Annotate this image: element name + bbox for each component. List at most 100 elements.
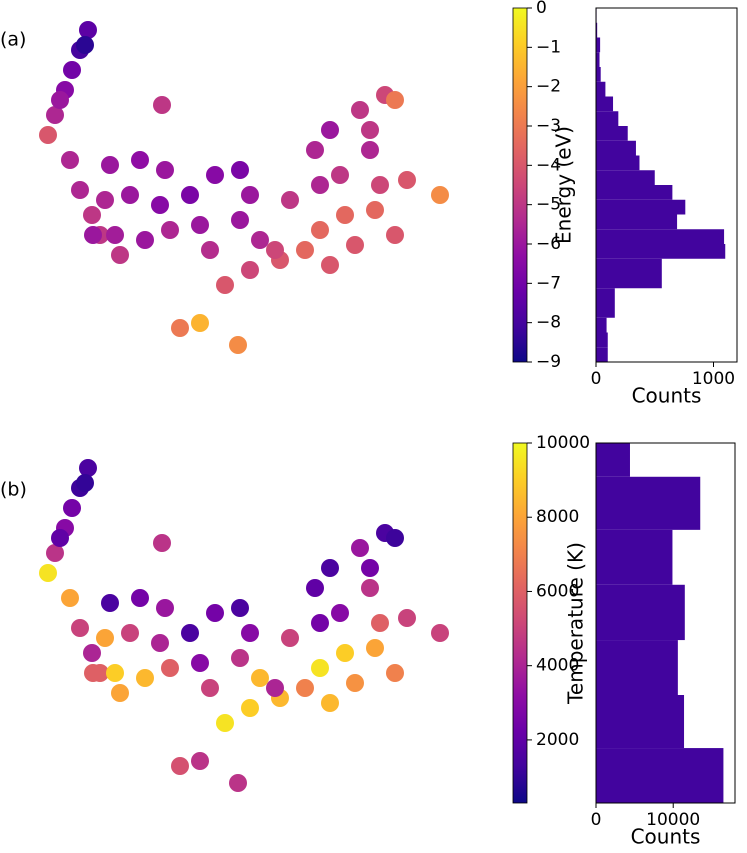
histogram-bar (596, 185, 673, 200)
colorbar-tick-label: −6 (536, 234, 561, 254)
scatter-point (136, 669, 154, 687)
scatter-point (311, 659, 329, 677)
scatter-point (106, 664, 124, 682)
scatter-point (111, 684, 129, 702)
scatter-point (156, 161, 174, 179)
scatter-point (321, 559, 339, 577)
histogram-bar (596, 476, 701, 530)
scatter-point (131, 589, 149, 607)
histogram-bar (596, 748, 724, 803)
histogram-bar (596, 443, 630, 477)
histogram-bar (596, 170, 655, 185)
scatter-point (241, 186, 259, 204)
scatter-point (96, 191, 114, 209)
scatter-point (84, 226, 102, 244)
histogram-bar (596, 96, 614, 112)
scatter-point (191, 216, 209, 234)
scatter-points (39, 459, 449, 792)
scatter-point (251, 231, 269, 249)
colorbar-tick-label: 0 (536, 0, 547, 18)
scatter-point (231, 649, 249, 667)
histogram-bar (596, 214, 678, 230)
scatter-point (346, 236, 364, 254)
scatter-point (106, 226, 124, 244)
histogram-bar (596, 81, 606, 97)
scatter-point (161, 221, 179, 239)
scatter-point (321, 694, 339, 712)
scatter-point (336, 644, 354, 662)
scatter-point (101, 156, 119, 174)
scatter-point (79, 21, 97, 39)
scatter-point (76, 36, 94, 54)
scatter-point (371, 176, 389, 194)
colorbar-tick-label: −2 (536, 77, 561, 97)
scatter-point (161, 659, 179, 677)
panel-label: (a) (0, 29, 26, 51)
x-tick-label: 1000 (692, 369, 735, 389)
x-axis-label: Counts (631, 825, 701, 849)
x-tick-label: 0 (591, 810, 602, 830)
scatter-point (101, 594, 119, 612)
scatter-point (336, 206, 354, 224)
histogram-bar (596, 37, 601, 53)
colorbar-tick-label: 10000 (536, 433, 590, 453)
scatter-point (61, 151, 79, 169)
scatter-point (46, 544, 64, 562)
scatter-point (231, 599, 249, 617)
scatter-point (136, 231, 154, 249)
scatter-point (361, 579, 379, 597)
colorbar-label: Temperature (K) (564, 542, 588, 705)
histogram-bar (596, 584, 685, 641)
scatter-point (153, 96, 171, 114)
histogram-bar (596, 258, 662, 274)
histogram-bar (596, 52, 600, 67)
scatter-point (71, 619, 89, 637)
scatter-point (386, 91, 404, 109)
colorbar-tick-label: −3 (536, 116, 561, 136)
x-axis-label: Counts (632, 384, 702, 408)
scatter-point (266, 679, 284, 697)
scatter-point (39, 564, 57, 582)
scatter-point (51, 91, 69, 109)
scatter-point (431, 624, 449, 642)
scatter-point (79, 459, 97, 477)
colorbar-tick-label: 8000 (536, 507, 579, 527)
histogram-bar (596, 695, 685, 749)
scatter-point (63, 499, 81, 517)
colorbar (512, 7, 528, 363)
scatter-point (386, 664, 404, 682)
scatter-point (121, 186, 139, 204)
scatter-point (361, 121, 379, 139)
scatter-point (153, 534, 171, 552)
scatter-point (281, 191, 299, 209)
scatter-point (311, 614, 329, 632)
scatter-point (39, 126, 57, 144)
colorbar-tick-label: 4000 (536, 656, 579, 676)
histogram-bar (596, 303, 615, 318)
scatter-point (346, 674, 364, 692)
scatter-point (431, 186, 449, 204)
colorbar (512, 442, 528, 804)
scatter-point (351, 539, 369, 557)
scatter-point (311, 221, 329, 239)
scatter-point (46, 106, 64, 124)
scatter-point (63, 61, 81, 79)
scatter-point (181, 624, 199, 642)
scatter-point (151, 634, 169, 652)
colorbar-tick-label: −4 (536, 155, 561, 175)
scatter-point (366, 201, 384, 219)
scatter-point (351, 101, 369, 119)
scatter-point (131, 151, 149, 169)
scatter-point (201, 679, 219, 697)
scatter-point (251, 669, 269, 687)
scatter-point (311, 176, 329, 194)
scatter-point (321, 121, 339, 139)
scatter-point (386, 529, 404, 547)
scatter-points (39, 21, 449, 354)
scatter-point (201, 241, 219, 259)
colorbar-tick-label: −1 (536, 37, 561, 57)
histogram-bar (596, 22, 598, 38)
scatter-point (306, 141, 324, 159)
colorbar-tick-label: 6000 (536, 581, 579, 601)
